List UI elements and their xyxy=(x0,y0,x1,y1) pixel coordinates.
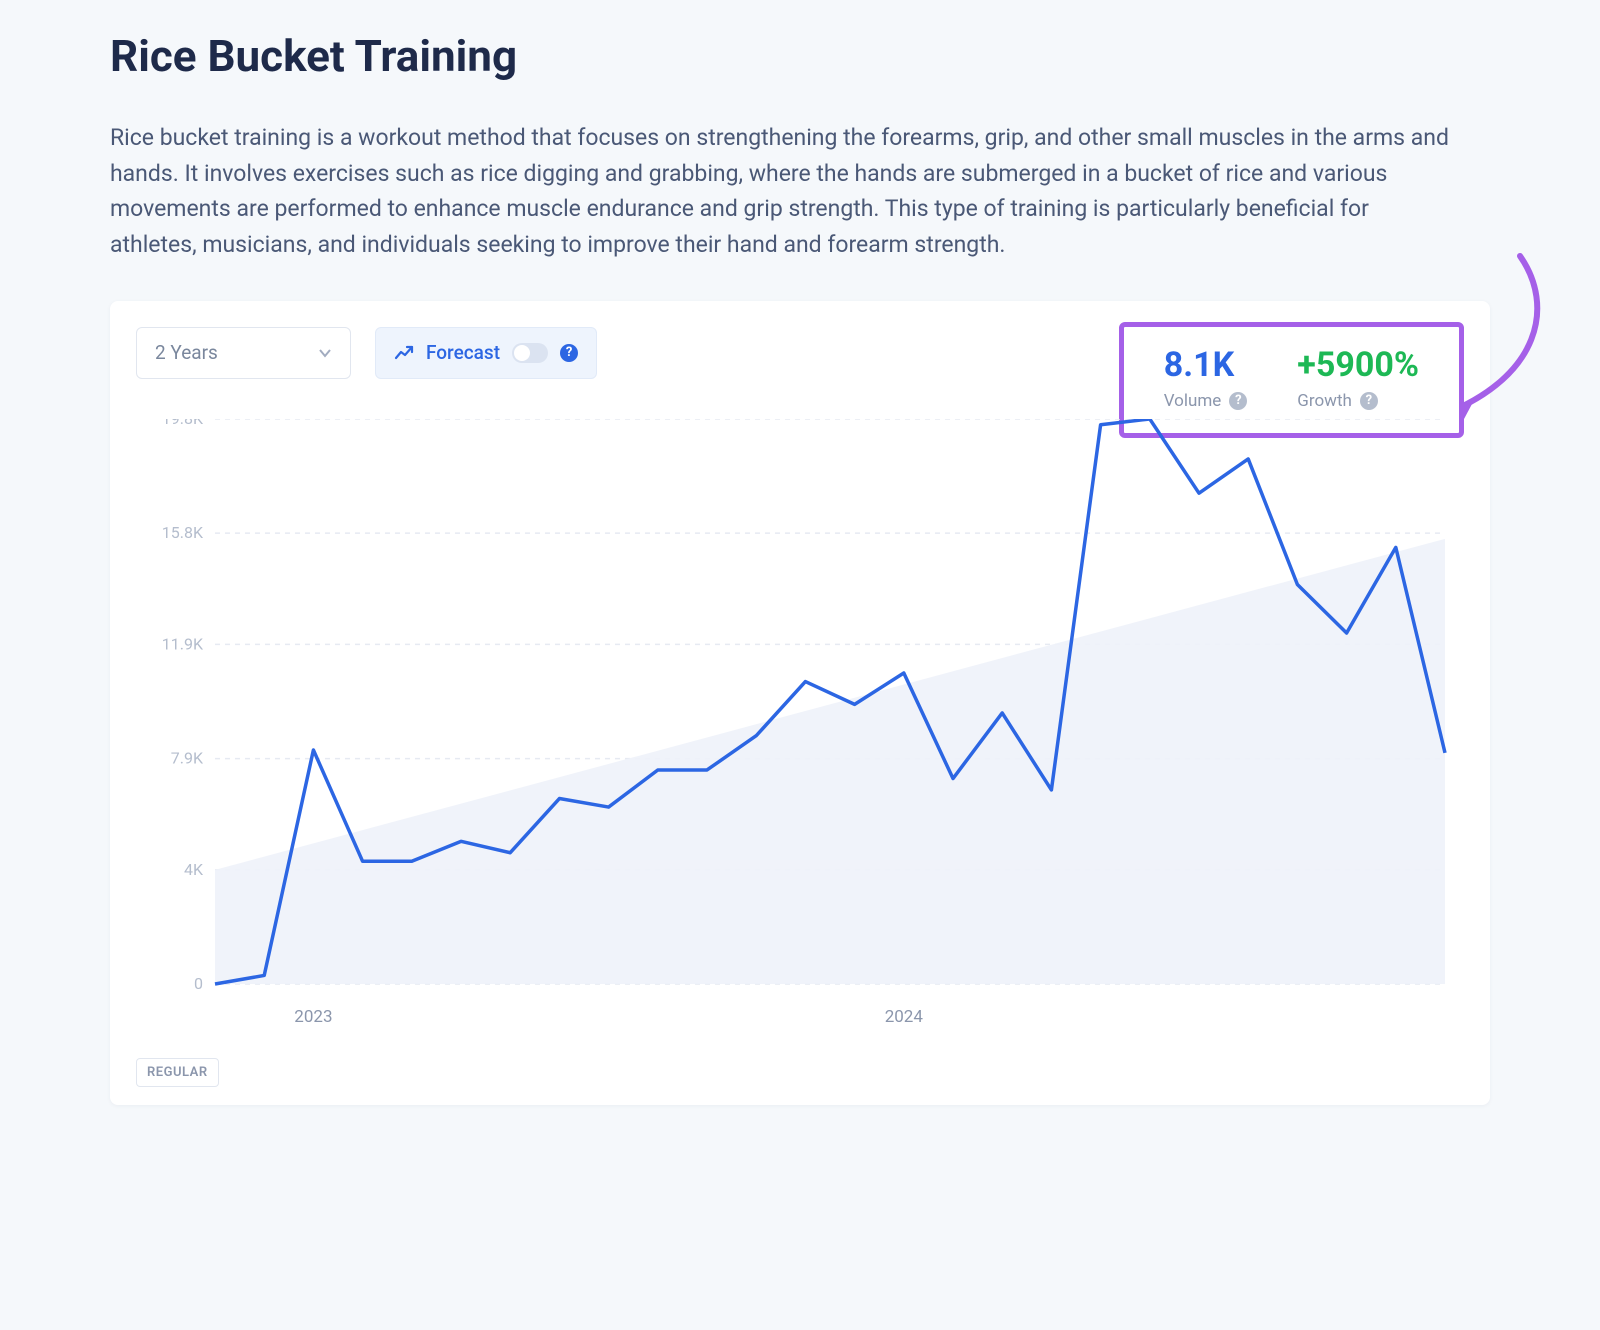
category-badge: REGULAR xyxy=(136,1058,219,1087)
chart-card: 2 Years Forecast ? 8.1K Volume ? +5900% xyxy=(110,301,1490,1105)
trend-up-icon xyxy=(394,343,414,363)
svg-text:4K: 4K xyxy=(184,859,204,878)
svg-text:11.9K: 11.9K xyxy=(162,634,204,653)
svg-text:15.8K: 15.8K xyxy=(162,523,204,542)
trend-line-chart: 0 4K 7.9K 11.9K 15.8K 19.8K 2023 2024 xyxy=(136,419,1464,1044)
chart-container: 0 4K 7.9K 11.9K 15.8K 19.8K 2023 2024 xyxy=(136,419,1464,1044)
growth-label: Growth xyxy=(1297,391,1352,411)
growth-help-icon[interactable]: ? xyxy=(1360,392,1378,410)
controls-row: 2 Years Forecast ? 8.1K Volume ? +5900% xyxy=(136,327,1464,379)
volume-help-icon[interactable]: ? xyxy=(1229,392,1247,410)
growth-stat: +5900% Growth ? xyxy=(1297,345,1419,411)
svg-text:7.9K: 7.9K xyxy=(171,748,204,767)
forecast-toggle[interactable] xyxy=(512,343,548,363)
forecast-help-icon[interactable]: ? xyxy=(560,344,578,362)
svg-text:2023: 2023 xyxy=(294,1007,332,1027)
svg-text:2024: 2024 xyxy=(885,1007,924,1027)
growth-value: +5900% xyxy=(1297,345,1419,385)
svg-text:19.8K: 19.8K xyxy=(162,419,204,428)
time-range-label: 2 Years xyxy=(155,341,218,364)
volume-label: Volume xyxy=(1164,391,1222,411)
forecast-control: Forecast ? xyxy=(375,327,597,379)
volume-value: 8.1K xyxy=(1164,345,1248,385)
time-range-dropdown[interactable]: 2 Years xyxy=(136,327,351,379)
chevron-down-icon xyxy=(318,346,332,360)
description-text: Rice bucket training is a workout method… xyxy=(110,120,1450,263)
svg-text:0: 0 xyxy=(194,974,203,993)
volume-stat: 8.1K Volume ? xyxy=(1164,345,1248,411)
page-title: Rice Bucket Training xyxy=(110,30,1490,82)
forecast-label: Forecast xyxy=(426,341,500,364)
